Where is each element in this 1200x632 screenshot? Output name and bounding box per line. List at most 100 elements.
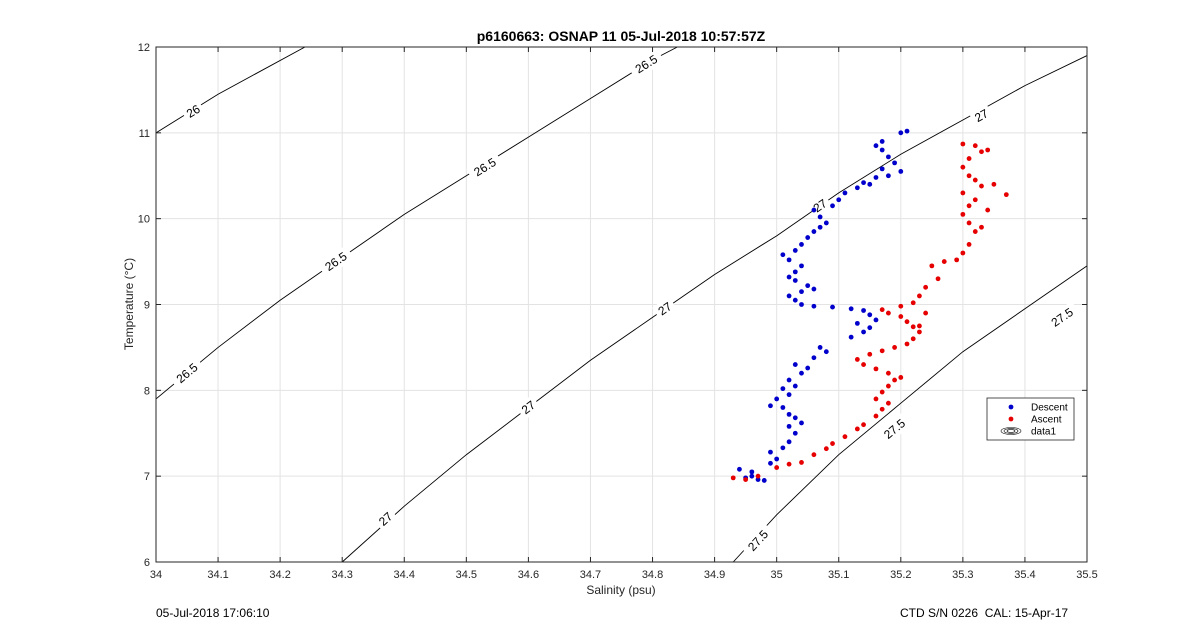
contour-label-group: 26.5 [466, 151, 504, 183]
ascent-point [1003, 192, 1009, 198]
x-tick-label: 34 [150, 569, 162, 581]
x-tick-label: 34.8 [642, 569, 663, 581]
descent-point [774, 396, 780, 402]
descent-point [737, 466, 742, 472]
descent-point [780, 252, 786, 258]
descent-point [786, 423, 792, 429]
ascent-point [917, 329, 922, 335]
ascent-point [879, 389, 885, 395]
ascent-point [861, 362, 866, 367]
contour-label-group: 26 [180, 99, 206, 124]
descent-point [774, 456, 780, 462]
ascent-point [898, 303, 904, 309]
descent-point [799, 242, 804, 247]
ascent-point [935, 276, 941, 282]
legend-marker-descent [1008, 404, 1014, 410]
ascent-point [879, 348, 885, 354]
descent-point [823, 349, 829, 355]
x-tick-label: 34.6 [518, 569, 539, 581]
descent-point [768, 449, 773, 455]
ascent-point [960, 211, 966, 217]
y-axis-label: Temperature (°C) [122, 258, 136, 350]
contour-label-bg [740, 522, 776, 559]
y-tick-label: 7 [144, 471, 150, 483]
descent-point [786, 274, 792, 280]
ascent-point [904, 319, 910, 325]
series-descent [737, 128, 910, 483]
ascent-point [898, 314, 904, 319]
contour-label: 27 [972, 106, 991, 125]
descent-point [836, 197, 842, 203]
descent-point [861, 329, 866, 335]
descent-point [792, 430, 798, 436]
descent-point [755, 477, 761, 482]
descent-point [799, 370, 804, 376]
ascent-point [892, 345, 897, 350]
ascent-point [755, 473, 761, 479]
contour-line-26-5 [155, 46, 678, 400]
legend-label-data1: data1 [1031, 427, 1056, 438]
descent-point [786, 439, 792, 445]
contour-line-26 [155, 46, 306, 134]
contour-label-bg [466, 151, 504, 183]
descent-point [786, 293, 792, 299]
ascent-point [979, 149, 984, 155]
descent-point [799, 420, 804, 426]
ascent-point [730, 475, 736, 481]
descent-point [867, 181, 873, 187]
x-tick-label: 34.9 [704, 569, 725, 581]
contour-label-bg [372, 506, 399, 532]
x-axis-label: Salinity (psu) [586, 583, 655, 597]
descent-point [780, 405, 786, 410]
descent-point [879, 147, 885, 153]
y-tick-label: 6 [144, 557, 150, 569]
x-tick-label: 35.4 [1014, 569, 1035, 581]
ascent-point [910, 300, 916, 306]
ascent-point [842, 434, 848, 440]
ascent-point [867, 351, 873, 357]
y-tick-label: 12 [138, 42, 150, 54]
descent-point [786, 411, 792, 417]
contour-label-group: 27 [652, 296, 678, 322]
x-tick-label: 35.1 [828, 569, 849, 581]
descent-point [811, 355, 817, 361]
descent-point [799, 302, 804, 307]
contour-label-bg [968, 103, 995, 128]
descent-point [898, 169, 904, 174]
descent-point [873, 317, 879, 323]
descent-point [830, 203, 835, 209]
contour-label-bg [515, 395, 542, 420]
ascent-point [830, 441, 835, 446]
ascent-point [960, 141, 966, 147]
descent-point [805, 235, 811, 240]
ascent-point [811, 452, 817, 458]
contour-label-bg [876, 411, 913, 446]
descent-point [817, 214, 823, 220]
y-tick-label: 11 [139, 128, 150, 140]
axis-ticks: 34 34.1 34.2 34.3 34.4 34.5 34.6 34.7 34.8 34.9 35… [138, 42, 1098, 581]
ascent-point [799, 460, 804, 465]
x-tick-label: 34.4 [394, 569, 415, 581]
descent-point [873, 175, 879, 180]
descent-point [786, 392, 792, 398]
descent-point [885, 173, 891, 179]
ascent-point [954, 257, 960, 263]
descent-point [904, 128, 910, 134]
descent-point [792, 415, 798, 421]
descent-point [867, 325, 873, 331]
descent-point [879, 166, 885, 172]
ascent-point [879, 307, 885, 313]
ascent-point [923, 284, 929, 290]
descent-point [749, 469, 755, 475]
ascent-point [966, 156, 972, 161]
descent-point [792, 269, 798, 275]
descent-point [792, 248, 798, 253]
ascent-point [979, 224, 984, 230]
ascent-point [885, 310, 891, 316]
ascent-point [917, 323, 922, 329]
legend-marker-ascent [1008, 416, 1014, 422]
ascent-point [966, 203, 972, 209]
descent-point [805, 365, 811, 371]
x-tick-label: 34.1 [207, 569, 228, 581]
